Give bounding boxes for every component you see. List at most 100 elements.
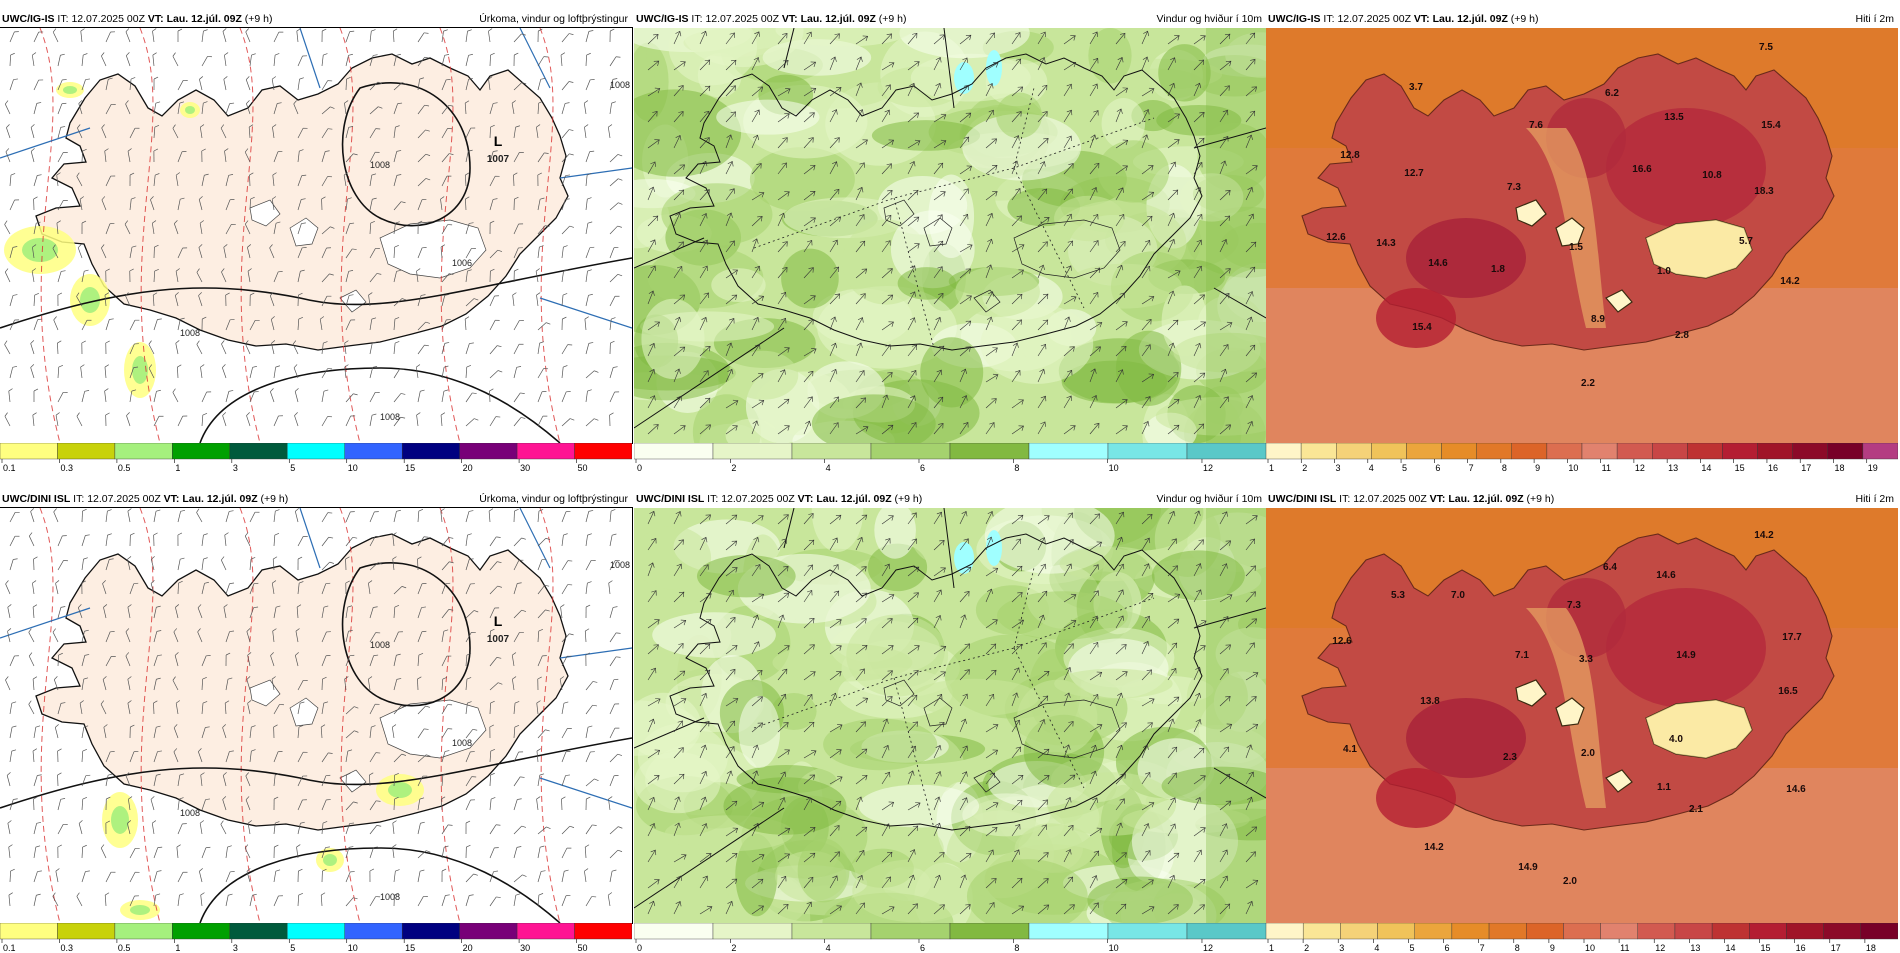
legend-tick-label: 9: [1550, 943, 1555, 953]
legend-tick-label: 0: [637, 463, 642, 473]
legend-swatch: [1652, 443, 1687, 459]
valid-time: Lau. 12.júl. 09Z: [1448, 493, 1523, 505]
init-time: 12.07.2025 00Z: [705, 13, 779, 25]
temperature-label: 14.6: [1428, 258, 1448, 269]
legend-tick-label: 12: [1655, 943, 1665, 953]
temperature-label: 5.3: [1391, 590, 1405, 601]
lead-time: (+9 h): [245, 13, 273, 25]
legend-tick-label: 17: [1831, 943, 1841, 953]
legend-swatch: [1266, 923, 1303, 939]
map-canvas[interactable]: [634, 508, 1266, 923]
isobar-label: 1006: [452, 258, 472, 268]
legend-swatch: [871, 443, 950, 459]
legend-tick-label: 0.1: [3, 463, 16, 473]
model-name: UWC/DINI ISL: [2, 493, 70, 505]
it-label: IT:: [1339, 493, 1350, 505]
legend-swatch: [950, 923, 1029, 939]
legend-tick-label: 6: [1445, 943, 1450, 953]
temperature-label: 14.3: [1376, 238, 1396, 249]
legend-tick-label: 10: [1568, 463, 1578, 473]
panel-header: UWC/DINI ISL IT: 12.07.2025 00Z VT: Lau.…: [0, 490, 632, 508]
legend-swatch: [1187, 443, 1266, 459]
legend-swatch: [1266, 443, 1301, 459]
legend-swatch: [1861, 923, 1898, 939]
legend-tick-label: 15: [405, 463, 415, 473]
panel-header: UWC/IG-IS IT: 12.07.2025 00Z VT: Lau. 12…: [0, 10, 632, 28]
panel-header: UWC/DINI ISL IT: 12.07.2025 00Z VT: Lau.…: [1266, 490, 1898, 508]
legend-tick-label: 20: [463, 943, 473, 953]
lead-time: (+9 h): [1527, 493, 1555, 505]
panel-header: UWC/IG-IS IT: 12.07.2025 00Z VT: Lau. 12…: [634, 10, 1266, 28]
init-time: 12.07.2025 00Z: [71, 13, 145, 25]
legend-swatch: [57, 923, 114, 939]
legend-swatch: [517, 923, 574, 939]
temperature-label: 14.2: [1754, 530, 1774, 541]
it-label: IT:: [707, 493, 718, 505]
temperature-label: 7.6: [1529, 120, 1543, 131]
temperature-label: 2.2: [1581, 378, 1595, 389]
legend-tick-label: 10: [348, 463, 358, 473]
legend-tick-label: 15: [1761, 943, 1771, 953]
init-time: 12.07.2025 00Z: [1353, 493, 1427, 505]
legend-swatch: [1563, 923, 1600, 939]
legend-tick-label: 15: [405, 943, 415, 953]
legend-tick-label: 19: [1868, 463, 1878, 473]
map-canvas[interactable]: [634, 28, 1266, 443]
legend-swatch: [634, 923, 713, 939]
temperature-label: 13.5: [1664, 112, 1684, 123]
legend-swatch: [1303, 923, 1340, 939]
panel-header: UWC/IG-IS IT: 12.07.2025 00Z VT: Lau. 12…: [1266, 10, 1898, 28]
legend-tick-label: 10: [1585, 943, 1595, 953]
temperature-label: 3.3: [1579, 654, 1593, 665]
legend-swatch: [1108, 923, 1187, 939]
legend-tick-label: 17: [1801, 463, 1811, 473]
temperature-label: 7.3: [1507, 182, 1521, 193]
temperature-label: 14.2: [1424, 842, 1444, 853]
temperature-label: 7.0: [1451, 590, 1465, 601]
legend-swatch: [402, 443, 459, 459]
isobar-label: 1008: [370, 640, 390, 650]
legend-tick-label: 50: [578, 463, 588, 473]
temperature-label: 7.1: [1515, 650, 1529, 661]
legend-swatch: [287, 443, 344, 459]
legend-tick-label: 6: [1435, 463, 1440, 473]
isobar-label: 1008: [610, 560, 630, 570]
legend-swatch: [575, 443, 632, 459]
legend-tick-label: 16: [1768, 463, 1778, 473]
temperature-label: 15.4: [1412, 322, 1432, 333]
init-time: 12.07.2025 00Z: [87, 493, 161, 505]
legend-swatch: [1712, 923, 1749, 939]
isobar-label: 1008: [610, 80, 630, 90]
lead-time: (+9 h): [1511, 13, 1539, 25]
legend-swatch: [1029, 443, 1108, 459]
legend-swatch: [1452, 923, 1489, 939]
legend-swatch: [1340, 923, 1377, 939]
legend-swatch: [172, 443, 229, 459]
legend-tick-label: 14: [1725, 943, 1735, 953]
legend-swatch: [713, 443, 792, 459]
map-panel-dini-precip: UWC/DINI ISL IT: 12.07.2025 00Z VT: Lau.…: [0, 490, 632, 953]
vt-label: VT:: [148, 13, 164, 25]
panel-title: Vindur og hviður í 10m: [1157, 490, 1262, 508]
model-name: UWC/IG-IS: [1268, 13, 1321, 25]
legend-tick-label: 2: [1302, 463, 1307, 473]
it-label: IT:: [73, 493, 84, 505]
legend-tick-label: 2: [1304, 943, 1309, 953]
legend-swatch: [1582, 443, 1617, 459]
vt-label: VT:: [1414, 13, 1430, 25]
legend-tick-label: 1: [175, 943, 180, 953]
legend-tick-label: 8: [1014, 943, 1019, 953]
legend-swatch: [1638, 923, 1675, 939]
temperature-label: 6.4: [1603, 562, 1617, 573]
it-label: IT:: [1323, 13, 1334, 25]
legend-swatch: [1828, 443, 1863, 459]
legend-swatch: [1108, 443, 1187, 459]
legend-swatch: [1187, 923, 1266, 939]
temperature-label: 14.6: [1656, 570, 1676, 581]
